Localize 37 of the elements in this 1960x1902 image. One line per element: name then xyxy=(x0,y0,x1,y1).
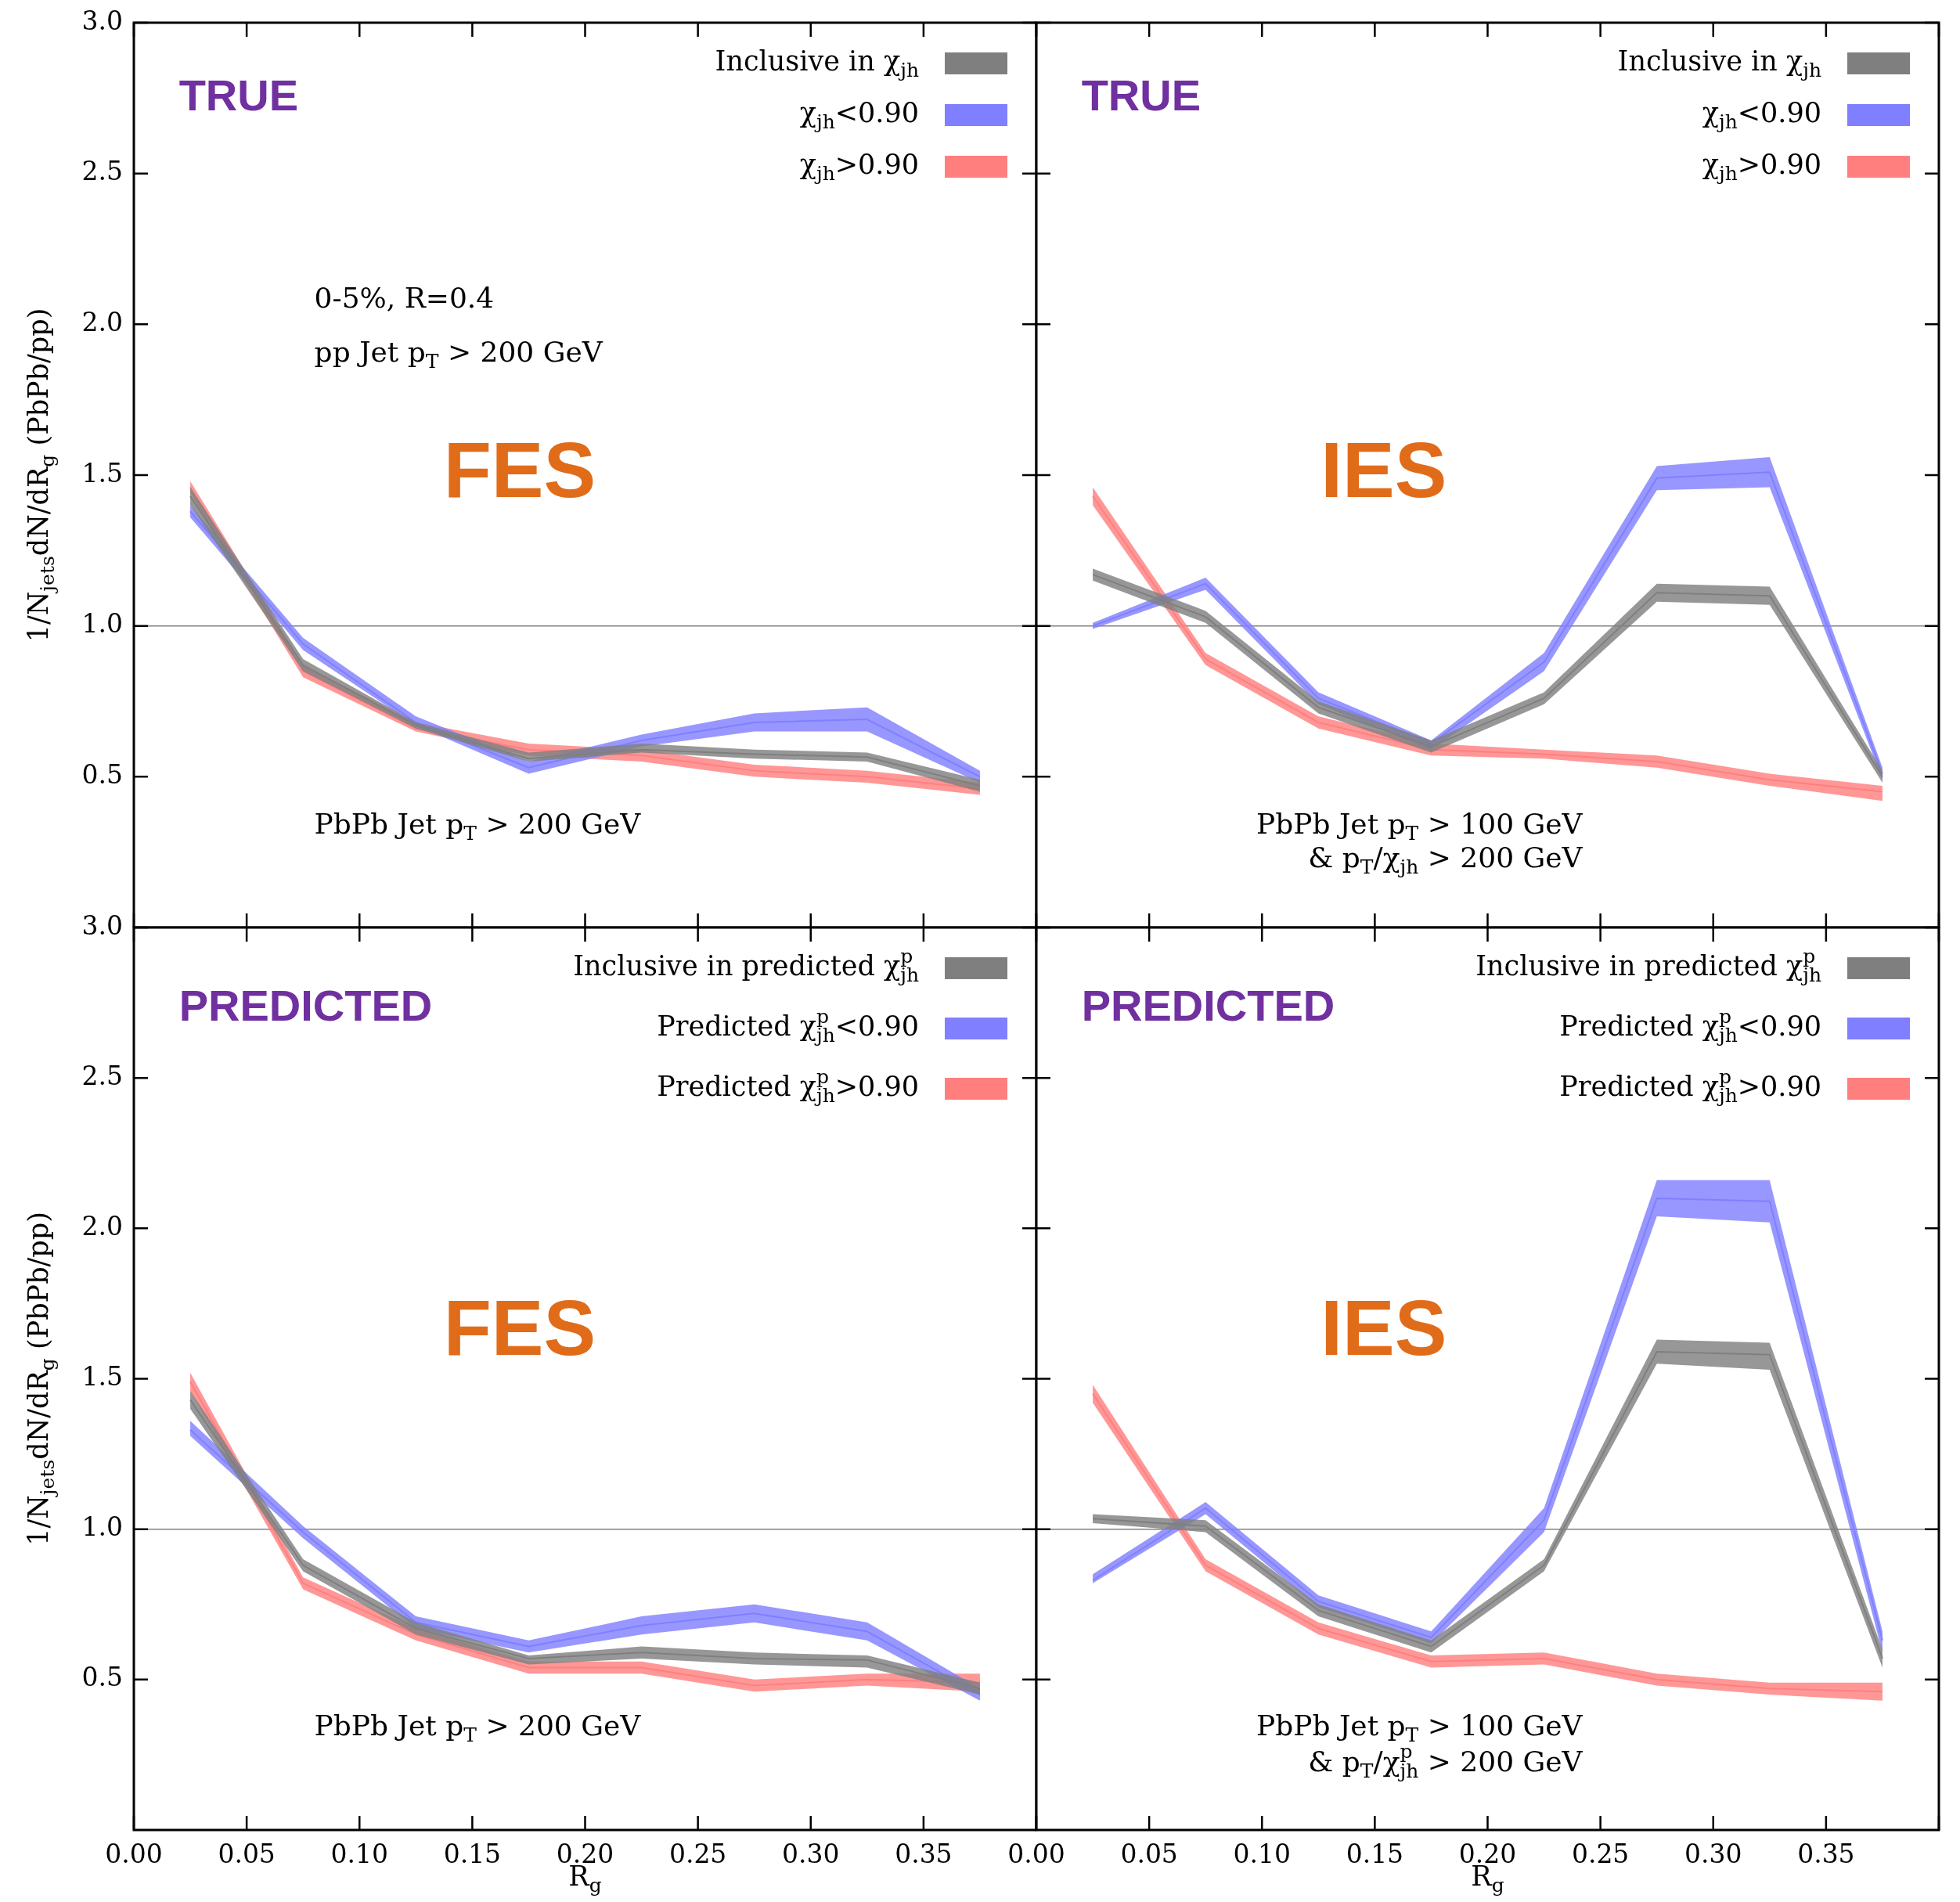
y-tick-label: 3.0 xyxy=(81,5,123,36)
y-tick-label: 2.5 xyxy=(81,156,123,187)
x-tick-label: 0.05 xyxy=(1120,1839,1178,1870)
y-axis-title: 1/NjetsdN/dRg (PbPb/pp) xyxy=(23,1212,59,1546)
annotation: FES xyxy=(443,1284,596,1372)
x-tick-label: 0.30 xyxy=(782,1839,840,1870)
x-tick-label: 0.00 xyxy=(1007,1839,1065,1870)
annotation: PREDICTED xyxy=(178,981,433,1031)
y-tick-label: 2.0 xyxy=(81,306,123,337)
x-tick-label: 0.35 xyxy=(1797,1839,1855,1870)
y-tick-label: 2.0 xyxy=(81,1210,123,1241)
y-tick-label: 0.5 xyxy=(81,1662,123,1693)
y-tick-label: 0.5 xyxy=(81,758,123,790)
annotation: FES xyxy=(443,425,596,513)
x-tick-label: 0.00 xyxy=(105,1839,163,1870)
x-tick-label: 0.25 xyxy=(1571,1839,1630,1870)
x-tick-label: 0.10 xyxy=(1233,1839,1291,1870)
annotation: 0-5%, R=0.4 xyxy=(314,281,495,314)
annotation: PREDICTED xyxy=(1081,981,1335,1031)
y-tick-label: 1.0 xyxy=(81,1511,123,1543)
x-tick-label: 0.30 xyxy=(1684,1839,1742,1870)
annotation: IES xyxy=(1320,1284,1447,1372)
y-axis-title: 1/NjetsdN/dRg (PbPb/pp) xyxy=(23,308,59,643)
y-tick-label: 3.0 xyxy=(81,910,123,941)
annotation: IES xyxy=(1320,425,1447,513)
x-tick-label: 0.05 xyxy=(218,1839,276,1870)
x-tick-label: 0.10 xyxy=(330,1839,388,1870)
x-tick-label: 0.15 xyxy=(1346,1839,1404,1870)
y-tick-label: 2.5 xyxy=(81,1060,123,1091)
x-tick-label: 0.35 xyxy=(895,1839,953,1870)
y-tick-label: 1.0 xyxy=(81,608,123,639)
y-tick-label: 1.5 xyxy=(81,1361,123,1392)
annotation: TRUE xyxy=(1081,70,1202,120)
annotation: TRUE xyxy=(178,70,299,120)
x-tick-label: 0.15 xyxy=(443,1839,502,1870)
x-tick-label: 0.25 xyxy=(668,1839,727,1870)
y-tick-label: 1.5 xyxy=(81,457,123,488)
